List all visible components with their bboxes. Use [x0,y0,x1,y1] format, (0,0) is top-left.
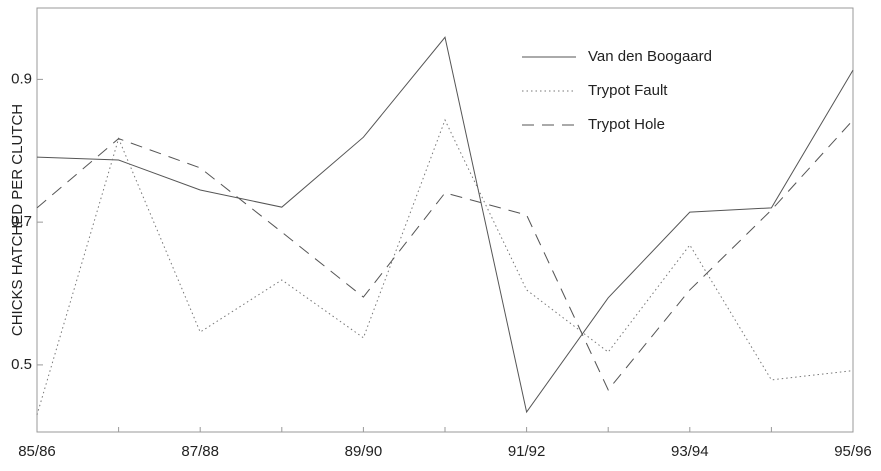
series-line [36,36,854,414]
legend-label: Van den Boogaard [588,48,712,65]
x-tick-label: 91/92 [508,443,546,460]
series-line [36,119,854,391]
y-axis-label: CHICKS HATCHED PER CLUTCH [9,104,26,336]
x-tick-label: 93/94 [671,443,709,460]
legend-label: Trypot Fault [588,82,668,99]
series-line [36,118,854,416]
x-tick-label: 95/96 [834,443,872,460]
x-tick-label: 85/86 [18,443,56,460]
y-tick-label: 0.9 [11,70,32,87]
x-tick-label: 87/88 [181,443,219,460]
legend-label: Trypot Hole [588,116,665,133]
y-tick-label: 0.5 [11,356,32,373]
x-tick-label: 89/90 [345,443,383,460]
plot-frame [36,7,854,433]
y-tick-label: 0.7 [11,213,32,230]
